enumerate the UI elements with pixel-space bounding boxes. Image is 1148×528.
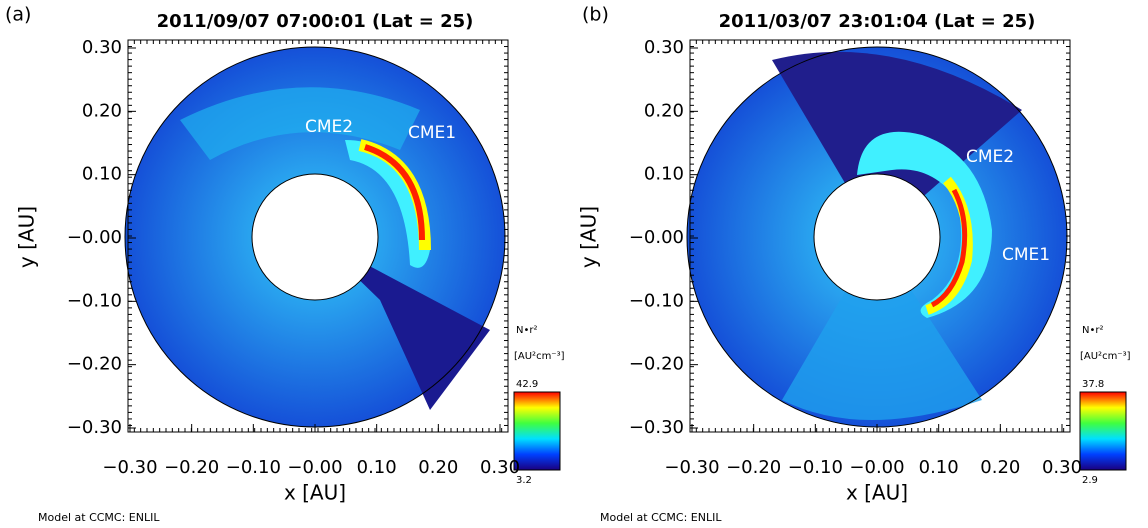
y-tick-label: 0.30	[644, 37, 684, 58]
colorbar	[513, 391, 561, 471]
x-tick-label: 0.30	[480, 457, 520, 478]
footer: Model at CCMC: ENLIL	[600, 511, 722, 524]
x-tick-label: −0.00	[287, 457, 342, 478]
colorbar	[1079, 391, 1127, 471]
x-tick-label: 0.30	[1042, 457, 1082, 478]
colorbar-quantity: N•r²	[516, 325, 538, 336]
annotation: CME1	[1002, 245, 1050, 265]
y-tick-label: −0.00	[67, 227, 122, 248]
x-tick-label: −0.20	[164, 457, 219, 478]
y-tick-label: −0.20	[629, 354, 684, 375]
panel: (a) 2011/09/07 07:00:01 (Lat = 25) x [AU…	[5, 4, 565, 525]
field-region	[782, 237, 982, 420]
cme	[345, 140, 430, 268]
panel: (b) 2011/03/07 23:01:04 (Lat = 25) x [AU…	[577, 4, 1131, 525]
y-tick-label: 0.20	[644, 100, 684, 121]
y-axis-label: y [AU]	[15, 206, 39, 268]
x-tick-label: 0.20	[980, 457, 1020, 478]
x-tick-label: −0.10	[788, 457, 843, 478]
cme	[930, 188, 968, 308]
y-tick-label: −0.10	[67, 290, 122, 311]
y-tick-label: 0.10	[82, 164, 122, 185]
colorbar-max: 37.8	[1082, 379, 1104, 390]
x-tick-label: 0.20	[418, 457, 458, 478]
y-axis-label: y [AU]	[577, 206, 601, 268]
footer: Model at CCMC: ENLIL	[38, 511, 160, 524]
annotation: CME2	[305, 117, 353, 137]
panel-title: 2011/09/07 07:00:01 (Lat = 25)	[157, 11, 474, 32]
panel-label: (a)	[5, 4, 31, 26]
y-tick-label: 0.10	[644, 164, 684, 185]
y-tick-label: 0.20	[82, 100, 122, 121]
x-tick-label: −0.30	[664, 457, 719, 478]
x-tick-label: −0.00	[849, 457, 904, 478]
x-tick-label: −0.30	[102, 457, 157, 478]
y-tick-label: −0.10	[629, 290, 684, 311]
y-tick-label: −0.20	[67, 354, 122, 375]
panel-label: (b)	[582, 4, 609, 26]
colorbar-max: 42.9	[516, 379, 538, 390]
colorbar-quantity: N•r²	[1082, 325, 1104, 336]
inner-boundary	[813, 173, 941, 301]
colorbar-units: [AU²cm⁻³]	[1080, 351, 1131, 362]
field-region	[315, 237, 490, 410]
panel-title: 2011/03/07 23:01:04 (Lat = 25)	[719, 11, 1036, 32]
y-tick-label: −0.30	[629, 417, 684, 438]
x-tick-label: −0.20	[726, 457, 781, 478]
y-tick-label: −0.30	[67, 417, 122, 438]
cme	[364, 144, 425, 241]
x-axis-label: x [AU]	[846, 481, 908, 505]
x-tick-label: −0.10	[226, 457, 281, 478]
inner-boundary	[251, 173, 379, 301]
x-tick-label: 0.10	[919, 457, 959, 478]
x-tick-label: 0.10	[357, 457, 397, 478]
y-tick-label: −0.00	[629, 227, 684, 248]
colorbar-units: [AU²cm⁻³]	[514, 351, 565, 362]
y-tick-label: 0.30	[82, 37, 122, 58]
x-axis-label: x [AU]	[284, 481, 346, 505]
colorbar-min: 3.2	[516, 475, 532, 486]
field-region	[180, 87, 420, 160]
annotation: CME1	[408, 123, 456, 143]
colorbar-min: 2.9	[1082, 475, 1098, 486]
annotation: CME2	[966, 147, 1014, 167]
